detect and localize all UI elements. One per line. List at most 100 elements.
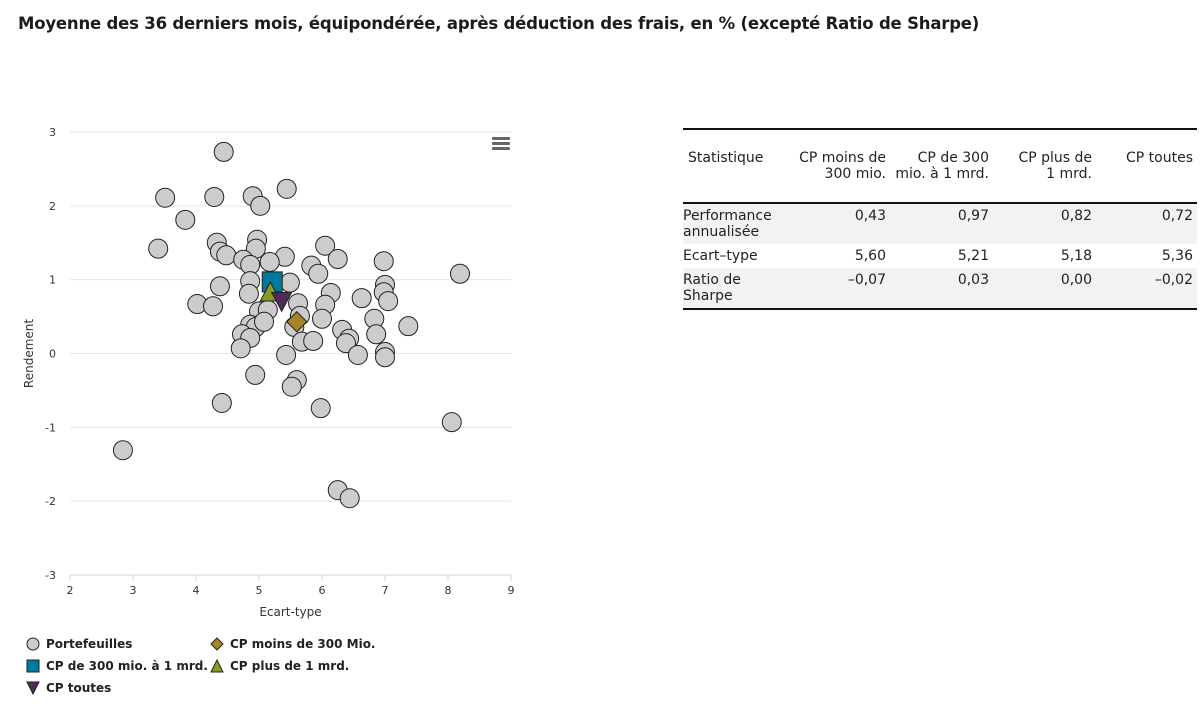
y-axis-label: Rendement xyxy=(22,319,36,388)
circle-icon xyxy=(26,637,40,651)
y-tick-label: -2 xyxy=(45,495,56,508)
data-point-portefeuille xyxy=(441,412,462,433)
table-row: Ecart–type 5,60 5,21 5,18 5,36 xyxy=(683,244,1197,268)
legend-item-cp-300-1mrd[interactable]: CP de 300 mio. à 1 mrd. xyxy=(26,659,208,673)
data-point-portefeuille xyxy=(254,311,275,332)
table-cell: 5,21 xyxy=(957,248,989,264)
table-cell: 5,18 xyxy=(1060,248,1092,264)
table-cell: 0,00 xyxy=(993,268,1096,309)
legend-label: CP plus de 1 mrd. xyxy=(230,659,350,673)
table-cell: 5,60 xyxy=(854,248,886,264)
data-point-portefeuille xyxy=(303,330,324,351)
table-cell: –0,07 xyxy=(787,268,890,309)
data-point-portefeuille xyxy=(398,316,419,337)
data-point-portefeuille xyxy=(308,263,329,284)
data-point-portefeuille xyxy=(449,263,470,284)
data-point-triangle-down xyxy=(270,291,293,313)
legend-label: CP moins de 300 Mio. xyxy=(230,637,376,651)
data-point-portefeuille xyxy=(259,251,280,272)
data-point-portefeuille xyxy=(238,283,259,304)
x-tick-label: 7 xyxy=(382,584,389,597)
data-point-portefeuille xyxy=(203,296,224,317)
data-point-portefeuille xyxy=(276,178,297,199)
table-cell: 0,72 xyxy=(1096,203,1197,244)
data-point-portefeuille xyxy=(347,344,368,365)
diamond-icon xyxy=(210,637,224,651)
data-point-portefeuille xyxy=(375,347,395,368)
column-header: Statistique xyxy=(683,129,787,204)
x-tick-label: 2 xyxy=(67,584,74,597)
data-point-portefeuille xyxy=(211,392,232,413)
data-point-portefeuille xyxy=(148,238,169,259)
data-point-portefeuille xyxy=(310,398,331,419)
table-cell: 0,97 xyxy=(890,203,993,244)
legend-item-cp-moins-300[interactable]: CP moins de 300 Mio. xyxy=(210,637,376,651)
data-point-portefeuille xyxy=(339,488,360,509)
data-point-portefeuille xyxy=(281,376,302,397)
y-tick-label: -1 xyxy=(45,421,56,434)
y-tick-label: 0 xyxy=(49,348,56,361)
data-point-portefeuille xyxy=(204,186,225,207)
row-label: Ratio de Sharpe xyxy=(683,268,787,309)
legend-label: Portefeuilles xyxy=(46,637,133,651)
statistics-table: Statistique CP moins de 300 mio. CP de 3… xyxy=(683,128,1197,310)
data-point-portefeuille xyxy=(351,288,372,309)
menu-icon xyxy=(492,137,510,140)
chart-menu-button[interactable] xyxy=(492,137,510,151)
table-cell: 0,82 xyxy=(993,203,1096,244)
x-tick-label: 3 xyxy=(130,584,137,597)
page-title: Moyenne des 36 derniers mois, équipondér… xyxy=(18,14,980,33)
legend-label: CP toutes xyxy=(46,681,112,695)
data-point-portefeuille xyxy=(378,291,399,312)
x-tick-label: 4 xyxy=(193,584,200,597)
x-tick-label: 8 xyxy=(445,584,452,597)
data-point-diamond xyxy=(286,311,308,333)
data-point-portefeuille xyxy=(276,344,297,365)
column-header: CP toutes xyxy=(1096,129,1197,204)
column-header: CP moins de 300 mio. xyxy=(787,129,890,204)
x-tick-label: 6 xyxy=(319,584,326,597)
legend-item-portefeuilles[interactable]: Portefeuilles xyxy=(26,637,132,651)
square-icon xyxy=(26,659,40,673)
row-label: Performance annualisée xyxy=(683,203,787,244)
legend-item-cp-toutes[interactable]: CP toutes xyxy=(26,681,111,695)
table-row: Ratio de Sharpe –0,07 0,03 0,00 –0,02 xyxy=(683,268,1197,309)
data-point-portefeuille xyxy=(366,324,387,345)
data-point-portefeuille xyxy=(213,141,234,162)
x-axis-label: Ecart-type xyxy=(259,605,321,619)
column-header: CP de 300 mio. à 1 mrd. xyxy=(890,129,993,204)
y-tick-label: 1 xyxy=(49,274,56,287)
table-row: Performance annualisée 0,43 0,97 0,82 0,… xyxy=(683,203,1197,244)
data-point-portefeuille xyxy=(112,440,133,461)
data-point-portefeuille xyxy=(175,209,196,230)
x-tick-label: 9 xyxy=(508,584,515,597)
column-header: CP plus de 1 mrd. xyxy=(993,129,1096,204)
y-tick-label: 3 xyxy=(49,126,56,139)
table-cell: 0,43 xyxy=(787,203,890,244)
data-point-portefeuille xyxy=(279,272,300,293)
legend-label: CP de 300 mio. à 1 mrd. xyxy=(46,659,208,673)
data-point-portefeuille xyxy=(373,251,394,272)
data-point-portefeuille xyxy=(327,248,348,269)
x-tick-label: 5 xyxy=(256,584,263,597)
data-point-portefeuille xyxy=(216,245,237,266)
data-point-portefeuille xyxy=(245,364,266,385)
table-cell: –0,02 xyxy=(1096,268,1197,309)
data-point-portefeuille xyxy=(155,187,176,208)
row-label: Ecart–type xyxy=(683,248,758,264)
y-tick-label: 2 xyxy=(49,200,56,213)
data-point-portefeuille xyxy=(315,235,336,256)
data-point-portefeuille xyxy=(230,338,251,359)
triangle-down-icon xyxy=(26,681,40,695)
table-cell: 5,36 xyxy=(1161,248,1193,264)
data-point-portefeuille xyxy=(312,308,332,329)
data-point-portefeuille xyxy=(335,333,356,354)
data-point-portefeuille xyxy=(250,195,271,216)
y-tick-label: -3 xyxy=(45,569,56,582)
triangle-icon xyxy=(210,659,224,673)
table-cell: 0,03 xyxy=(890,268,993,309)
data-point-portefeuille xyxy=(209,276,230,297)
table-header-row: Statistique CP moins de 300 mio. CP de 3… xyxy=(683,129,1197,204)
legend-item-cp-plus-1mrd[interactable]: CP plus de 1 mrd. xyxy=(210,659,349,673)
